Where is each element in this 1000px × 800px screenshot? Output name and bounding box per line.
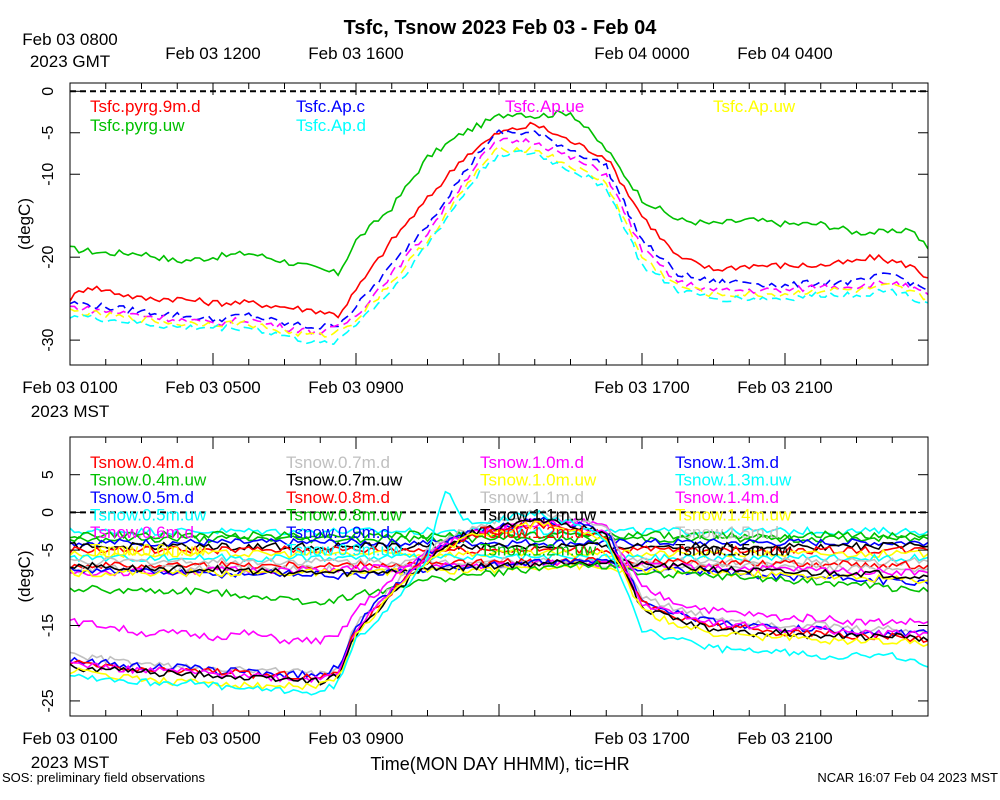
- legend-entry-tsnow-1-3m-uw: Tsnow.1.3m.uw: [675, 471, 792, 490]
- x-axis-title: Time(MON DAY HHMM), tic=HR: [370, 754, 629, 774]
- y-tick-label: -5: [40, 543, 57, 557]
- series-line-tsnow-1-5m-d: [70, 556, 928, 567]
- series-line-tsnow-1-4m-d: [70, 559, 928, 577]
- series-group: [70, 109, 928, 346]
- footer-timestamp: NCAR 16:07 Feb 04 2023 MST: [817, 770, 998, 785]
- legend-entry-tsnow-1-4m-d: Tsnow.1.4m.d: [675, 488, 779, 507]
- y-axis-label: (degC): [15, 198, 34, 250]
- y-tick-label: -30: [40, 328, 57, 351]
- y-tick-label: 0: [40, 87, 57, 96]
- legend-entry-tsnow-1-5m-uw: Tsnow.1.5m.uw: [675, 541, 792, 560]
- series-line-tsnow-1-0m-d: [70, 517, 928, 684]
- legend-entry-tsfc-pyrg-9m-d: Tsfc.pyrg.9m.d: [90, 97, 201, 116]
- x-tick-label: Feb 03 0500: [165, 729, 260, 748]
- legend-entry-tsnow-1-3m-d: Tsnow.1.3m.d: [675, 453, 779, 472]
- series-line-tsfc-ap-c: [70, 129, 928, 330]
- series-line-tsfc-pyrg-9m-d: [70, 121, 928, 319]
- series-line-tsfc-ap-d: [70, 149, 928, 346]
- legend-entry-tsnow-0-4m-d: Tsnow.0.4m.d: [90, 453, 194, 472]
- top-x-tick-label: Feb 03 1200: [165, 44, 260, 63]
- series-line-tsnow-0-5m-uw: [70, 490, 928, 696]
- y-axis-label: (degC): [15, 551, 34, 603]
- top-x-tick-label: Feb 04 0400: [737, 44, 832, 63]
- legend-entry-tsnow-0-7m-uw: Tsnow.0.7m.uw: [286, 471, 403, 490]
- legend-entry-tsnow-0-5m-d: Tsnow.0.5m.d: [90, 488, 194, 507]
- legend-entry-tsnow-0-8m-d: Tsnow.0.8m.d: [286, 488, 390, 507]
- series-line-tsnow-1-4m-uw: [70, 548, 928, 559]
- legend-entry-tsfc-ap-c: Tsfc.Ap.c: [296, 97, 365, 116]
- y-tick-label: -5: [40, 126, 57, 140]
- y-tick-label: -25: [40, 689, 57, 712]
- series-line-tsfc-ap-uw: [70, 145, 928, 338]
- legend-entry-tsfc-ap-d: Tsfc.Ap.d: [296, 116, 366, 135]
- legend-entry-tsnow-0-7m-d: Tsnow.0.7m.d: [286, 453, 390, 472]
- legend-entry-tsfc-ap-uw: Tsfc.Ap.uw: [713, 97, 796, 116]
- legend-entry-tsnow-1-2m-d: Tsnow.1.2m.d: [480, 523, 584, 542]
- series-line-tsnow-0-4m-uw: [70, 560, 928, 606]
- x-tick-label: Feb 03 2100: [737, 378, 832, 397]
- tsfc-panel: 0 -5 -10 -20 -30 (degC) Feb 03 0100 2023 MST Feb…: [15, 30, 929, 421]
- series-line-tsfc-ap-ue: [70, 137, 928, 336]
- tsnow-panel: 5 0 -5 -15 -25 (degC) Feb 03 0100 2023 MST Feb 0…: [15, 436, 929, 772]
- x-axis-timezone-label: 2023 MST: [31, 753, 109, 772]
- legend-entry-tsnow-1-5m-d: Tsnow.1.5m.d: [675, 523, 779, 542]
- x-tick-label: Feb 03 2100: [737, 729, 832, 748]
- top-x-axis-timezone-label: 2023 GMT: [30, 52, 110, 71]
- legend-entry-tsnow-0-9m-d: Tsnow.0.9m.d: [286, 523, 390, 542]
- legend-entry-tsnow-0-6m-d: Tsnow.0.6m.d: [90, 523, 194, 542]
- x-tick-label: Feb 03 0100: [22, 729, 117, 748]
- top-x-tick-label: Feb 03 0800: [22, 30, 117, 49]
- legend-entry-tsnow-1-1m-uw: Tsnow.1.1m.uw: [480, 506, 597, 525]
- legend-entry-tsnow-0-5m-uw: Tsnow.0.5m.uw: [90, 506, 207, 525]
- top-x-tick-label: Feb 03 1600: [308, 44, 403, 63]
- y-tick-label: -15: [40, 614, 57, 637]
- legend-entry-tsnow-0-9m-uw: Tsnow.0.9m.uw: [286, 541, 403, 560]
- legend-entry-tsfc-pyrg-uw: Tsfc.pyrg.uw: [90, 116, 185, 135]
- x-tick-label: Feb 03 1700: [594, 378, 689, 397]
- legend-entry-tsnow-0-4m-uw: Tsnow.0.4m.uw: [90, 471, 207, 490]
- x-axis-timezone-label: 2023 MST: [31, 402, 109, 421]
- legend-entry-tsnow-1-2m-uw: Tsnow.1.2m.uw: [480, 541, 597, 560]
- legend-entry-tsfc-ap-ue: Tsfc.Ap.ue: [505, 97, 584, 116]
- x-tick-label: Feb 03 0500: [165, 378, 260, 397]
- x-tick-label: Feb 03 0900: [308, 729, 403, 748]
- series-line-tsnow-0-7m-uw: [70, 558, 928, 580]
- y-tick-label: 5: [40, 470, 57, 479]
- x-tick-label: Feb 03 0100: [22, 378, 117, 397]
- series-group: [70, 490, 928, 696]
- legend-entry-tsnow-1-0m-d: Tsnow.1.0m.d: [480, 453, 584, 472]
- x-tick-label: Feb 03 1700: [594, 729, 689, 748]
- legend-entry-tsnow-1-1m-d: Tsnow.1.1m.d: [480, 488, 584, 507]
- figure-title: Tsfc, Tsnow 2023 Feb 03 - Feb 04: [344, 17, 658, 39]
- x-tick-label: Feb 03 0900: [308, 378, 403, 397]
- footer-note: SOS: preliminary field observations: [2, 770, 206, 785]
- top-x-tick-label: Feb 04 0000: [594, 44, 689, 63]
- legend-entry-tsnow-1-0m-uw: Tsnow.1.0m.uw: [480, 471, 597, 490]
- y-tick-label: 0: [40, 508, 57, 517]
- y-tick-label: -20: [40, 246, 57, 269]
- legend-entry-tsnow-1-4m-uw: Tsnow.1.4m.uw: [675, 506, 792, 525]
- y-tick-label: -10: [40, 163, 57, 186]
- legend-entry-tsnow-0-8m-uw: Tsnow.0.8m.uw: [286, 506, 403, 525]
- legend-entry-tsnow-0-6m-uw: Tsnow.0.6m.uw: [90, 541, 207, 560]
- series-line-tsfc-pyrg-uw: [70, 109, 928, 277]
